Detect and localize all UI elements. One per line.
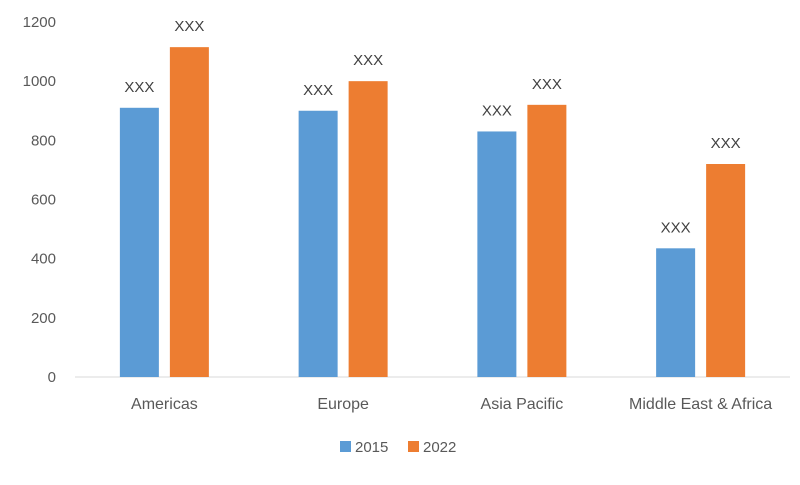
y-tick-label: 1000 — [23, 73, 56, 90]
legend-swatch-2015 — [340, 441, 351, 452]
bar-2022-middle-east-africa — [706, 164, 746, 377]
y-axis: 0 200 400 600 800 1000 1200 — [23, 14, 56, 386]
y-tick-label: 800 — [31, 132, 56, 149]
legend-label: 2022 — [423, 439, 456, 456]
data-label: XXX — [661, 219, 691, 236]
x-category-label: Europe — [317, 396, 369, 413]
bar-2022-asia-pacific — [527, 104, 567, 377]
data-label: XXX — [482, 102, 512, 119]
bar-2022-europe — [348, 81, 388, 378]
x-axis: Americas Europe Asia Pacific Middle East & … — [131, 396, 772, 413]
bar-2015-asia-pacific — [477, 131, 517, 377]
data-label: XXX — [532, 76, 562, 93]
data-label: XXX — [124, 79, 154, 96]
bar-2015-europe — [298, 110, 338, 377]
x-category-label: Americas — [131, 396, 198, 413]
data-label: XXX — [174, 18, 204, 35]
x-category-label: Middle East & Africa — [629, 396, 772, 413]
legend-swatch-2022 — [408, 441, 419, 452]
bars — [119, 47, 746, 378]
bar-2022-americas — [169, 47, 209, 377]
legend-label: 2015 — [355, 439, 388, 456]
x-category-label: Asia Pacific — [481, 396, 564, 413]
y-tick-label: 600 — [31, 192, 56, 209]
y-tick-label: 1200 — [23, 14, 56, 31]
y-tick-label: 200 — [31, 310, 56, 327]
y-tick-label: 0 — [48, 369, 56, 386]
data-label: XXX — [353, 52, 383, 69]
data-label: XXX — [303, 82, 333, 99]
legend: 2015 2022 — [340, 439, 456, 456]
bar-2015-americas — [119, 107, 159, 378]
y-tick-label: 400 — [31, 251, 56, 268]
data-labels: XXX XXX XXX XXX XXX XXX XXX XXX — [124, 18, 740, 236]
bar-2015-middle-east-africa — [656, 248, 696, 377]
data-label: XXX — [711, 135, 741, 152]
